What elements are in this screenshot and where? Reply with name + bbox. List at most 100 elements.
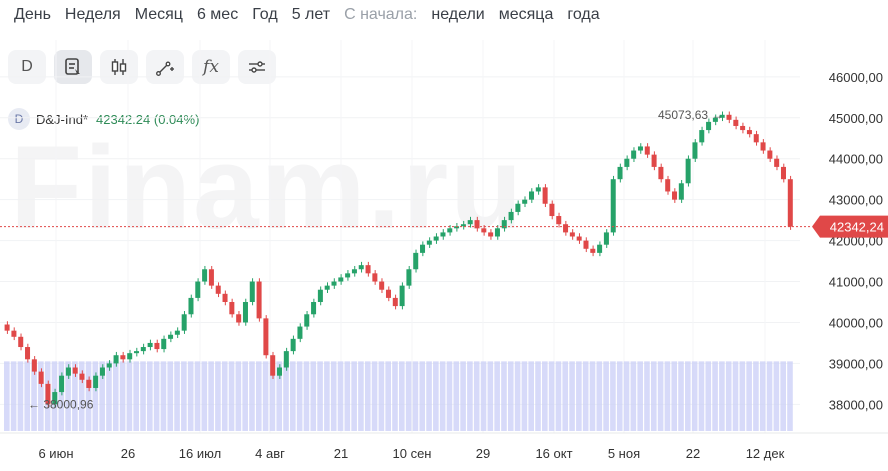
candle-body <box>127 353 133 360</box>
candle-body <box>488 232 494 237</box>
period-month[interactable]: Месяц <box>134 6 183 23</box>
volume-bar <box>140 361 146 431</box>
volume-bar <box>106 361 112 431</box>
candle-body <box>338 277 344 282</box>
volume-bar <box>650 361 657 431</box>
candle-body <box>229 302 235 315</box>
candle-body <box>665 179 671 192</box>
volume-bar <box>201 361 208 431</box>
candle-body <box>297 326 303 339</box>
volume-bar <box>507 361 514 431</box>
candle-body <box>685 158 691 184</box>
y-tick-label: 39000,00 <box>829 356 883 371</box>
candle-body <box>753 134 759 143</box>
candle-body <box>583 240 589 249</box>
volume-bar <box>439 361 446 431</box>
candle-body <box>590 248 596 253</box>
volume-bar <box>364 361 371 431</box>
volume-bar <box>215 361 221 431</box>
current-price-label: 42342,24 <box>830 220 884 235</box>
candle-body <box>52 392 58 405</box>
candle-body <box>760 142 766 151</box>
candle-body <box>542 187 548 204</box>
y-tick-label: 46000,00 <box>829 70 883 85</box>
candle-body <box>345 273 351 278</box>
from-start-month[interactable]: месяца <box>498 6 554 23</box>
volume-bar <box>405 361 412 431</box>
volume-bar <box>392 361 398 431</box>
candles-icon <box>111 59 127 75</box>
candle-body <box>467 220 473 225</box>
candle-body <box>120 355 126 360</box>
period-selector: День Неделя Месяц 6 мес Год 5 лет С нача… <box>0 0 614 30</box>
candle-body <box>222 293 228 302</box>
volume-bar <box>119 361 126 431</box>
volume-bar <box>92 361 99 431</box>
volume-bar <box>719 361 725 431</box>
candle-body <box>549 203 555 217</box>
candle-body <box>556 216 562 225</box>
volume-bar <box>753 361 759 431</box>
volume-bar <box>603 361 609 431</box>
candle-body <box>780 166 786 180</box>
volume-bar <box>317 361 323 431</box>
function-button[interactable]: fx <box>192 50 230 84</box>
volume-bar <box>310 361 317 431</box>
volume-bar <box>160 361 167 431</box>
candles-button[interactable] <box>100 50 138 84</box>
candle-body <box>385 289 391 298</box>
volume-bar <box>644 361 650 431</box>
current-price-tag <box>812 215 888 238</box>
candle-body <box>249 281 255 302</box>
interval-button[interactable]: D <box>8 50 46 84</box>
watermark: Finam.ru <box>10 122 525 254</box>
volume-bar <box>433 361 439 431</box>
x-tick-label: 5 ноя <box>608 446 640 461</box>
candle-body <box>65 367 71 376</box>
candle-body <box>304 314 310 327</box>
volume-bar <box>630 361 637 431</box>
volume-bar <box>691 361 698 431</box>
volume-bar <box>269 361 276 431</box>
from-start-year[interactable]: года <box>567 6 600 23</box>
candle-body <box>631 150 637 159</box>
period-day[interactable]: День <box>14 6 51 23</box>
candle-body <box>767 150 773 159</box>
volume-bar <box>174 361 180 431</box>
from-start-week[interactable]: недели <box>431 6 485 23</box>
candle-body <box>72 367 78 374</box>
candle-body <box>317 289 323 302</box>
volume-bar <box>385 361 391 431</box>
candle-body <box>215 285 221 294</box>
period-year[interactable]: Год <box>252 6 278 23</box>
volume-bar <box>746 361 752 431</box>
chart-type-button[interactable] <box>54 50 92 84</box>
candle-body <box>569 232 575 237</box>
candle-body <box>787 179 793 227</box>
period-6-months[interactable]: 6 мес <box>196 6 239 23</box>
volume-bar <box>17 361 24 431</box>
candle-body <box>202 269 208 282</box>
candle-body <box>501 220 507 229</box>
volume-bar <box>10 361 17 431</box>
y-tick-label: 45000,00 <box>829 111 883 126</box>
candle-body <box>528 191 535 200</box>
draw-line-button[interactable] <box>146 50 184 84</box>
draw-line-icon <box>156 61 174 76</box>
candle-body <box>277 367 283 376</box>
volume-bar <box>221 361 228 431</box>
period-week[interactable]: Неделя <box>64 6 121 23</box>
candle-body <box>460 224 466 227</box>
x-axis: 6 июн 26 16 июл 4 авг 21 10 сен 29 16 окт 5 ноя 2… <box>38 446 784 461</box>
volume-bar <box>698 361 705 431</box>
volume-bar <box>31 361 37 431</box>
candle-body <box>195 281 201 298</box>
candle-body <box>365 265 371 274</box>
period-5-years[interactable]: 5 лет <box>291 6 331 23</box>
candle-body <box>38 371 44 384</box>
price-change: (0.04%) <box>153 111 200 127</box>
candle-body <box>181 314 187 331</box>
y-tick-label: 41000,00 <box>829 275 883 290</box>
volume-bar <box>501 361 507 431</box>
